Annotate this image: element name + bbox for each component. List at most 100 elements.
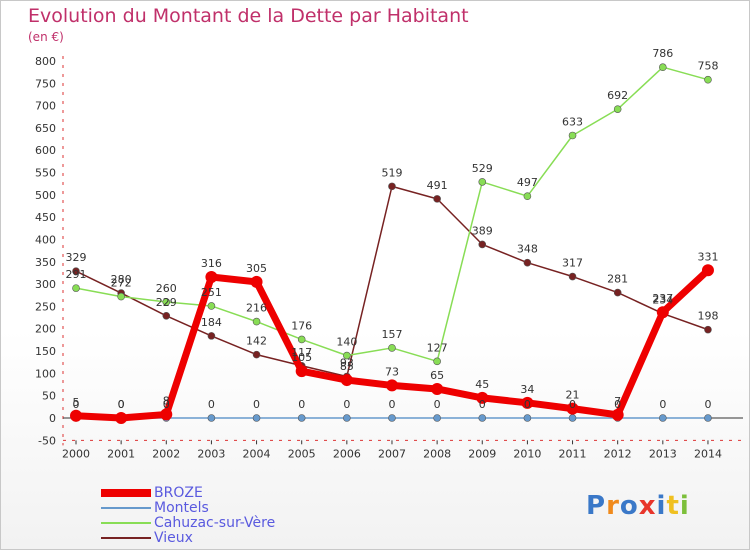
legend-swatch-montels: [101, 507, 151, 509]
data-point-vieux: [433, 195, 441, 203]
y-tick-label: 0: [49, 412, 56, 425]
data-label-broze: 305: [246, 262, 267, 275]
data-label-broze: 331: [697, 250, 718, 263]
x-tick-label: 2006: [333, 447, 361, 460]
data-point-vieux: [568, 272, 577, 281]
data-point-broze: [70, 409, 82, 422]
data-label-broze: 21: [566, 389, 580, 402]
data-label-broze: 65: [430, 369, 444, 382]
y-tick-label: 150: [35, 345, 56, 358]
data-label-broze: 316: [201, 257, 222, 270]
data-point-montels: [568, 414, 577, 422]
data-label-cahuzac: 157: [381, 328, 402, 341]
data-label-montels: 0: [479, 398, 486, 411]
data-label-broze: 0: [118, 398, 125, 411]
data-point-cahuzac: [162, 298, 171, 306]
data-point-cahuzac: [523, 192, 532, 200]
data-point-broze: [611, 408, 624, 421]
data-point-broze: [521, 396, 534, 409]
legend-label-vieux: Vieux: [154, 530, 193, 546]
x-tick-label: 2009: [468, 447, 496, 460]
x-tick-label: 2014: [694, 447, 722, 460]
data-label-broze: 5: [73, 396, 80, 409]
data-point-cahuzac: [117, 292, 125, 301]
data-point-vieux: [388, 182, 396, 191]
x-tick-label: 2004: [243, 447, 271, 460]
data-label-cahuzac: 291: [66, 268, 87, 281]
data-label-montels: 0: [388, 398, 395, 411]
data-label-cahuzac: 216: [246, 302, 267, 315]
data-point-montels: [388, 414, 396, 422]
data-point-cahuzac: [252, 317, 261, 326]
y-tick-label: 100: [35, 367, 56, 380]
data-point-cahuzac: [659, 63, 667, 72]
data-point-vieux: [207, 332, 216, 340]
y-tick-label: 800: [35, 55, 56, 68]
data-label-vieux: 234: [652, 294, 673, 307]
data-label-cahuzac: 633: [562, 115, 583, 128]
data-label-montels: 0: [704, 398, 711, 411]
data-label-vieux: 389: [472, 224, 493, 237]
data-point-broze: [205, 270, 218, 283]
legend-label-cahuzac: Cahuzac-sur-Vère: [154, 515, 276, 531]
data-point-broze: [431, 382, 444, 395]
data-label-montels: 0: [163, 398, 170, 411]
x-tick-label: 2002: [152, 447, 180, 460]
data-point-broze: [566, 402, 579, 415]
data-label-vieux: 142: [246, 335, 267, 348]
data-point-cahuzac: [704, 75, 712, 84]
data-point-cahuzac: [207, 302, 216, 310]
data-point-vieux: [704, 325, 712, 334]
x-tick-label: 2008: [423, 447, 451, 460]
chart-title: Evolution du Montant de la Dette par Hab…: [28, 5, 469, 27]
data-point-cahuzac: [478, 178, 487, 186]
data-label-cahuzac: 497: [517, 176, 538, 189]
data-label-broze: 85: [340, 360, 354, 373]
y-tick-label: 550: [35, 167, 56, 180]
data-point-montels: [523, 414, 532, 422]
data-labels: 3292802291841421179351949138934831728123…: [66, 47, 719, 411]
data-label-montels: 0: [343, 398, 350, 411]
y-tick-label: 200: [35, 323, 56, 336]
data-label-vieux: 329: [66, 251, 87, 264]
x-tick-label: 2000: [62, 447, 90, 460]
data-label-montels: 0: [253, 398, 260, 411]
y-tick-label: 700: [35, 100, 56, 113]
data-label-montels: 0: [569, 398, 576, 411]
data-point-montels: [659, 414, 667, 422]
data-label-montels: 0: [434, 398, 441, 411]
data-label-cahuzac: 692: [607, 89, 628, 102]
data-point-cahuzac: [568, 131, 577, 140]
data-point-montels: [252, 414, 261, 422]
x-tick-label: 2012: [604, 447, 632, 460]
data-point-broze: [250, 275, 263, 288]
data-label-cahuzac: 260: [156, 282, 177, 295]
data-label-vieux: 280: [111, 273, 132, 286]
data-label-broze: 237: [652, 292, 673, 305]
data-point-vieux: [478, 240, 487, 249]
data-label-vieux: 93: [340, 356, 354, 369]
series-lines: [70, 63, 714, 424]
legend-label-broze: BROZE: [154, 485, 203, 501]
data-point-montels: [297, 414, 306, 422]
data-point-vieux: [523, 258, 532, 267]
x-tick-label: 2001: [107, 447, 135, 460]
data-point-cahuzac: [433, 357, 441, 366]
data-point-broze: [340, 374, 353, 387]
data-point-vieux: [162, 311, 171, 320]
data-point-montels: [343, 414, 351, 422]
data-label-montels: 0: [524, 398, 531, 411]
data-label-broze: 105: [291, 351, 312, 364]
data-label-broze: 73: [385, 365, 399, 378]
data-label-cahuzac: 529: [472, 162, 493, 175]
data-point-montels: [478, 414, 487, 422]
data-point-montels: [433, 414, 441, 422]
y-tick-label: 400: [35, 233, 56, 246]
data-label-broze: 7: [614, 395, 621, 408]
data-label-montels: 0: [659, 398, 666, 411]
data-point-montels: [207, 414, 216, 422]
data-label-vieux: 198: [697, 310, 718, 323]
y-tick-label: 750: [35, 77, 56, 90]
